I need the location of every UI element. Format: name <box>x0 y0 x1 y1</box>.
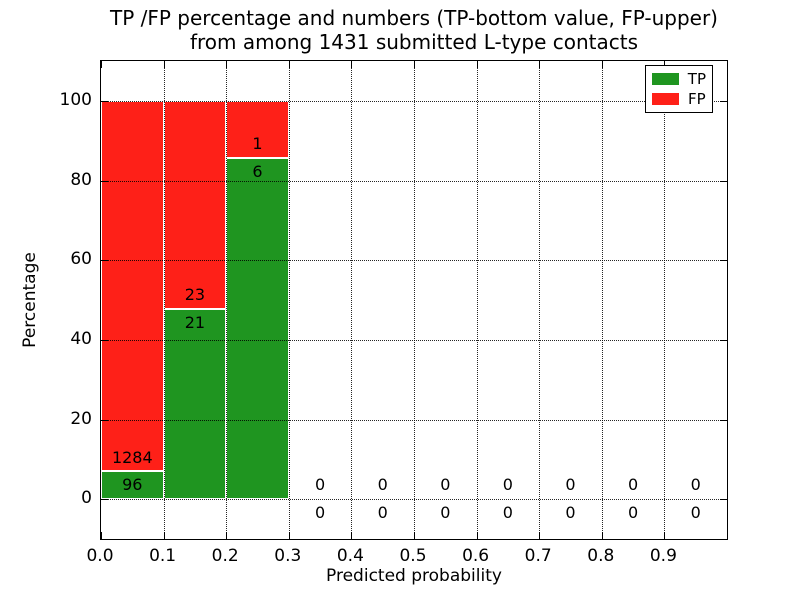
tp-count-label: 6 <box>252 161 263 181</box>
bars-layer <box>101 61 727 539</box>
y-axis-tick <box>101 100 108 102</box>
y-axis-label: Percentage <box>20 252 40 348</box>
x-tick-label: 0.0 <box>86 546 114 566</box>
tp-count-label: 0 <box>690 503 701 523</box>
gridline-vertical <box>601 61 603 539</box>
x-tick-label: 0.5 <box>399 546 427 566</box>
x-tick-label: 0.3 <box>274 546 302 566</box>
x-axis-label: Predicted probability <box>326 566 502 586</box>
chart-title-line2: from among 1431 submitted L-type contact… <box>189 30 639 54</box>
x-axis-tick-top <box>101 61 102 68</box>
chart-title-line1: TP /FP percentage and numbers (TP-bottom… <box>110 6 718 30</box>
tp-count-label: 0 <box>502 503 513 523</box>
x-axis-tick-top <box>476 61 478 68</box>
bar-count-labels-layer: 1284 96 23 21 1 6 0 0 0 0 0 0 0 0 0 0 0 0 0 0 <box>101 61 727 539</box>
y-axis-tick <box>101 499 108 501</box>
tp-count-label: 0 <box>440 503 451 523</box>
fp-count-label: 0 <box>377 475 388 495</box>
x-tick-label: 0.1 <box>149 546 177 566</box>
gridline-vertical <box>539 61 541 539</box>
bar-segment-fp <box>101 100 164 472</box>
fp-count-label: 0 <box>315 475 326 495</box>
x-axis-tick <box>476 532 478 539</box>
tp-count-label: 0 <box>565 503 576 523</box>
tp-count-label: 0 <box>628 503 639 523</box>
x-axis-tick-top <box>226 61 228 68</box>
fp-count-label: 0 <box>628 475 639 495</box>
tp-count-label: 96 <box>122 475 143 495</box>
legend-item-fp: FP <box>652 89 706 108</box>
fp-count-label: 1 <box>252 133 263 153</box>
x-axis-tick-top <box>163 61 165 68</box>
x-axis-tick-top <box>414 61 415 68</box>
y-axis-tick-right <box>720 260 727 262</box>
legend-label-tp: TP <box>687 69 706 88</box>
grid-layer <box>101 61 727 539</box>
x-tick-label: 0.9 <box>649 546 677 566</box>
x-axis-tick <box>226 532 228 539</box>
y-axis-tick <box>101 339 108 341</box>
y-axis-tick <box>101 419 108 421</box>
y-axis-tick-right <box>720 100 727 102</box>
y-tick-label: 60 <box>70 249 92 270</box>
y-axis-tick-right <box>720 180 727 182</box>
y-axis-tick-right <box>720 499 727 501</box>
y-tick-label: 20 <box>70 408 92 429</box>
y-tick-label: 0 <box>81 488 92 509</box>
gridline-vertical <box>226 61 228 539</box>
gridline-vertical <box>163 61 165 539</box>
gridline-vertical <box>414 61 415 539</box>
bar-segment-fp <box>163 100 227 310</box>
x-tick-label: 0.4 <box>336 546 364 566</box>
fp-count-label: 1284 <box>111 447 153 467</box>
gridline-vertical <box>288 61 290 539</box>
x-axis-tick <box>539 532 541 539</box>
x-axis-tick-top <box>539 61 541 68</box>
plot-area: 1284 96 23 21 1 6 0 0 0 0 0 0 0 0 0 0 0 0 0 0 TP FP <box>100 60 728 540</box>
x-axis-tick <box>288 532 290 539</box>
gridline-vertical <box>351 61 353 539</box>
chart-title: TP /FP percentage and numbers (TP-bottom… <box>100 6 728 54</box>
tp-count-label: 21 <box>184 312 206 332</box>
bar-segment-tp <box>101 471 164 500</box>
y-tick-label: 100 <box>59 89 92 110</box>
gridline-vertical <box>476 61 478 539</box>
x-axis-tick-top <box>664 61 666 68</box>
y-axis-tick <box>101 180 108 182</box>
x-tick-label: 0.8 <box>587 546 615 566</box>
x-tick-label: 0.7 <box>524 546 552 566</box>
x-axis-tick <box>664 532 666 539</box>
y-tick-label: 80 <box>70 169 92 190</box>
x-axis-tick-top <box>288 61 290 68</box>
fp-count-label: 0 <box>502 475 513 495</box>
x-axis-tick <box>101 532 102 539</box>
legend: TP FP <box>645 65 713 113</box>
tp-count-label: 0 <box>377 503 388 523</box>
y-axis-tick <box>101 260 108 262</box>
x-tick-label: 0.2 <box>211 546 239 566</box>
legend-item-tp: TP <box>652 69 706 88</box>
fp-count-label: 23 <box>184 285 206 305</box>
x-axis-tick <box>163 532 165 539</box>
x-tick-label: 0.6 <box>462 546 490 566</box>
legend-swatch-fp <box>652 93 679 105</box>
fp-count-label: 0 <box>690 475 701 495</box>
x-axis-tick <box>601 532 603 539</box>
legend-label-fp: FP <box>688 89 706 108</box>
tp-count-label: 0 <box>315 503 326 523</box>
gridline-vertical <box>664 61 666 539</box>
y-axis-tick-right <box>720 419 727 421</box>
ticks-layer <box>101 61 727 539</box>
fp-count-label: 0 <box>565 475 576 495</box>
x-axis-tick-top <box>601 61 603 68</box>
x-axis-tick-top <box>351 61 353 68</box>
x-axis-tick <box>414 532 415 539</box>
legend-swatch-tp <box>652 73 679 85</box>
fp-count-label: 0 <box>440 475 451 495</box>
y-axis-tick-right <box>720 339 727 341</box>
x-axis-tick <box>351 532 353 539</box>
y-tick-label: 40 <box>70 328 92 349</box>
